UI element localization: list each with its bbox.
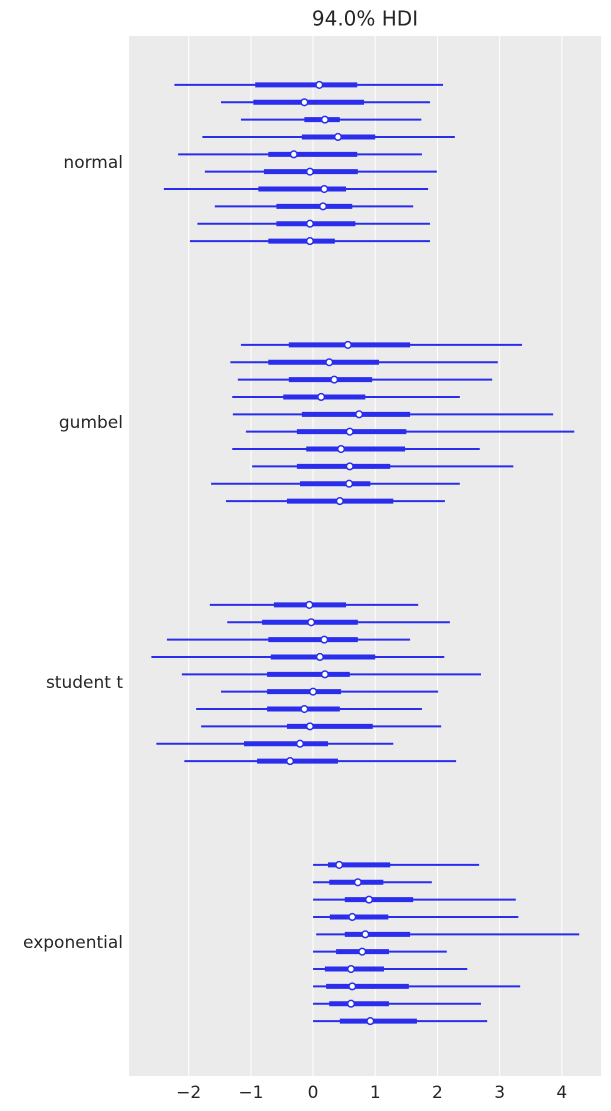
x-tick-label: 0	[308, 1083, 319, 1103]
median-point	[289, 150, 298, 159]
median-point	[309, 687, 318, 696]
plot-area	[129, 36, 601, 1076]
median-point	[320, 184, 329, 194]
median-point	[366, 1017, 375, 1026]
group-label: exponential	[23, 933, 123, 953]
x-tick-label: 2	[432, 1083, 443, 1103]
median-point	[335, 860, 344, 869]
median-point	[353, 878, 362, 887]
median-point	[358, 947, 367, 956]
median-point	[355, 410, 364, 419]
median-point	[318, 202, 328, 211]
median-point	[300, 704, 309, 714]
x-tick-label: −1	[238, 1083, 263, 1103]
median-point	[305, 722, 315, 731]
x-tick-label: 3	[494, 1083, 505, 1103]
x-tick-label: 4	[556, 1083, 567, 1103]
median-point	[317, 392, 326, 402]
median-point	[361, 930, 370, 939]
median-point	[305, 167, 315, 176]
x-tick-label: −2	[176, 1083, 201, 1103]
group-label: normal	[63, 153, 123, 173]
median-point	[325, 358, 334, 367]
median-point	[307, 618, 316, 627]
median-point	[346, 964, 356, 974]
x-tick-label: 1	[370, 1083, 381, 1103]
median-point	[348, 912, 357, 922]
median-point	[343, 340, 352, 349]
median-point	[320, 670, 329, 679]
median-point	[286, 757, 295, 766]
median-point	[346, 999, 356, 1008]
median-point	[348, 982, 357, 991]
median-point	[335, 497, 344, 506]
median-point	[345, 462, 354, 471]
median-point	[345, 479, 354, 488]
median-point	[337, 444, 346, 454]
median-point	[320, 635, 329, 644]
chart-title: 94.0% HDI	[312, 7, 418, 31]
median-point	[315, 652, 324, 662]
median-point	[305, 237, 315, 246]
median-point	[333, 132, 342, 142]
median-point	[364, 895, 374, 904]
median-point	[295, 739, 305, 748]
median-point	[315, 80, 324, 89]
median-point	[330, 375, 339, 384]
median-point	[300, 98, 309, 107]
median-point	[305, 219, 315, 228]
median-point	[305, 600, 314, 609]
group-label: gumbel	[59, 413, 123, 433]
median-point	[320, 115, 329, 124]
group-label: student t	[46, 673, 123, 693]
median-point	[345, 427, 354, 436]
